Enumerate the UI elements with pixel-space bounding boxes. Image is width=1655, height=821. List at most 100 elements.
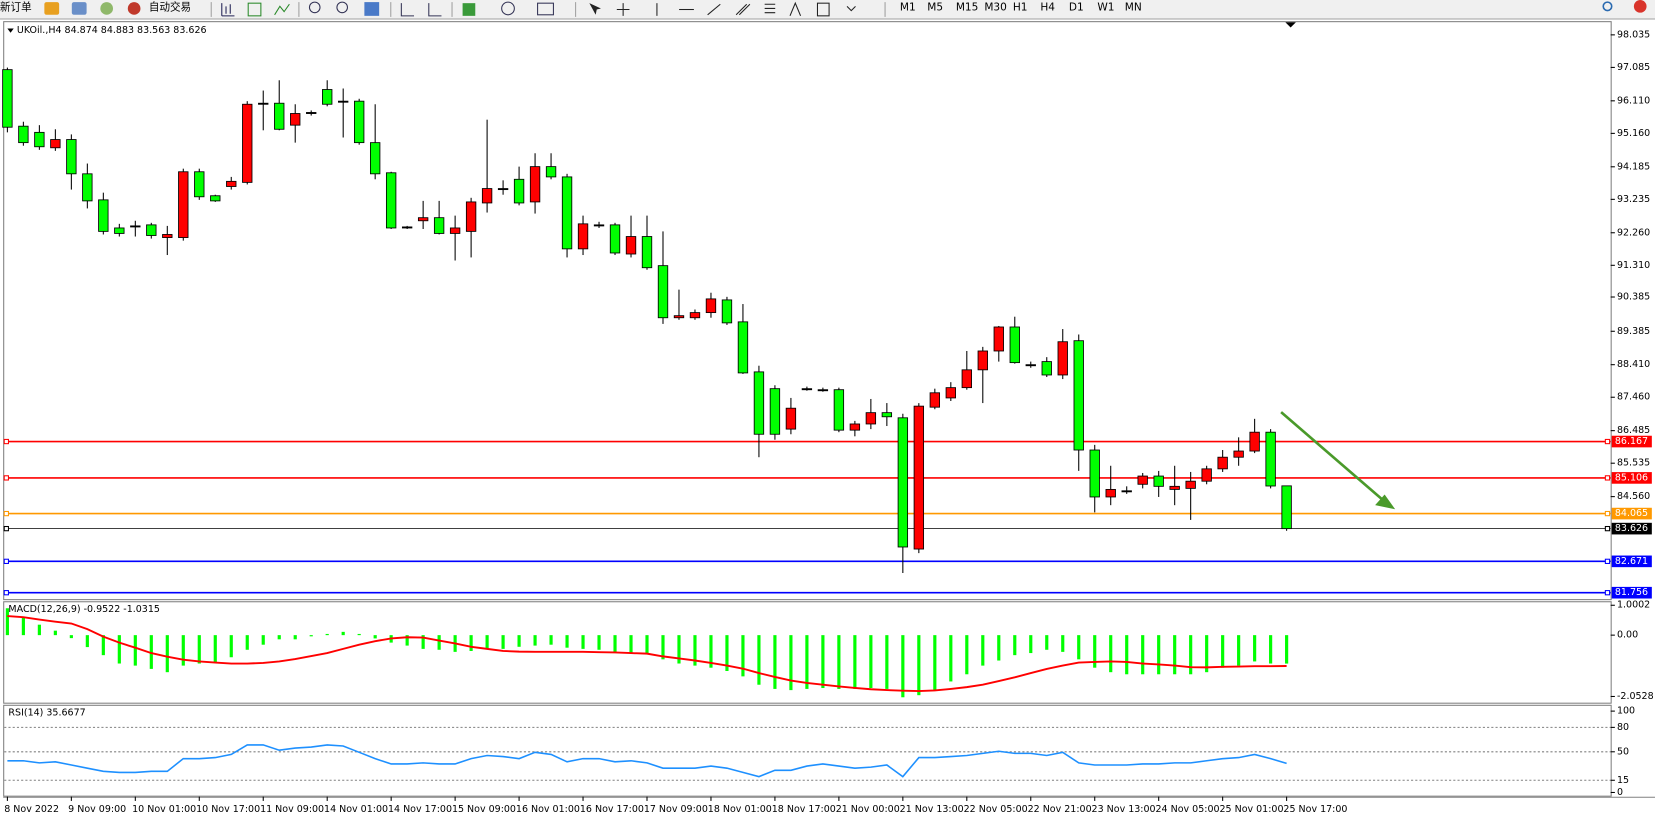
timeframe-button[interactable]: H4 xyxy=(1040,1,1055,13)
candle-body xyxy=(226,180,237,187)
y-tick-label: 15 xyxy=(1617,775,1629,786)
macd-bar xyxy=(1109,635,1113,673)
candle-body xyxy=(513,178,525,204)
text-button[interactable] xyxy=(789,1,802,17)
channel-button[interactable] xyxy=(735,3,751,16)
y-tick-label: 86.485 xyxy=(1617,425,1650,436)
alert-badge[interactable] xyxy=(1633,0,1647,13)
level-handle xyxy=(1604,475,1611,481)
timeframe-button[interactable]: M1 xyxy=(900,1,916,13)
macd-bar xyxy=(37,624,41,636)
candle-body xyxy=(929,392,941,408)
macd-bar xyxy=(533,635,537,646)
candle-body xyxy=(865,412,877,425)
macd-bar xyxy=(309,635,313,637)
candle-body xyxy=(338,100,349,103)
macd-title: MACD(12,26,9) -0.9522 -1.0315 xyxy=(8,604,159,615)
label-button[interactable] xyxy=(816,2,830,17)
cursor-button[interactable] xyxy=(589,3,601,15)
timeframe-button[interactable]: M30 xyxy=(984,1,1007,13)
candle-body xyxy=(274,102,285,130)
candle-body xyxy=(577,223,589,250)
candle-body xyxy=(1137,475,1148,485)
level-label: 84.065 xyxy=(1615,508,1648,519)
macd-bar xyxy=(357,633,361,636)
auto-trading-button[interactable]: 自动交易 xyxy=(149,0,191,13)
timeframe-button[interactable]: MN xyxy=(1125,1,1142,13)
zoom-out-button[interactable] xyxy=(336,1,349,14)
macd-bar xyxy=(1093,635,1097,668)
y-tick-label: 89.385 xyxy=(1617,326,1650,337)
candle-body xyxy=(258,102,269,105)
x-tick-label: 24 Nov 05:00 xyxy=(1156,804,1220,815)
icon-button[interactable] xyxy=(71,2,87,15)
macd-bar xyxy=(469,635,473,651)
timeframe-button[interactable]: M15 xyxy=(956,1,979,13)
line-chart-button[interactable] xyxy=(274,3,290,16)
shift-button[interactable] xyxy=(428,3,442,17)
templates-button[interactable] xyxy=(537,2,554,16)
zoom-in-button[interactable] xyxy=(308,1,321,14)
icon-button[interactable] xyxy=(100,2,114,15)
fibo-button[interactable] xyxy=(764,3,776,14)
indicators-button[interactable] xyxy=(462,3,476,16)
candle-body xyxy=(354,100,365,144)
y-tick-label: 100 xyxy=(1617,706,1635,717)
candle-button[interactable] xyxy=(247,2,262,17)
candle-body xyxy=(1105,488,1116,498)
macd-bar xyxy=(485,635,489,649)
candle-body xyxy=(897,417,909,548)
macd-bar xyxy=(421,635,425,649)
timeframe-button[interactable]: H1 xyxy=(1013,1,1028,13)
tile-button[interactable] xyxy=(364,2,380,16)
level-handle xyxy=(3,558,9,564)
candle-body xyxy=(178,171,189,238)
y-tick-label: 80 xyxy=(1617,722,1629,733)
level-handle xyxy=(3,475,9,481)
new-order-button[interactable]: 新订单 xyxy=(0,0,32,13)
candle-body xyxy=(641,236,653,269)
y-tick-label: 92.260 xyxy=(1617,227,1650,238)
macd-bar xyxy=(917,635,921,696)
macd-bar xyxy=(709,635,713,668)
macd-bar xyxy=(1269,635,1273,664)
arrow-head xyxy=(1375,494,1396,510)
macd-bar xyxy=(101,635,105,656)
candle-body xyxy=(785,407,797,430)
bar-chart-button[interactable] xyxy=(221,3,235,17)
candle-body xyxy=(561,176,573,250)
signal-line xyxy=(7,615,1287,692)
macd-bar xyxy=(277,635,281,640)
search-button[interactable] xyxy=(1602,1,1613,12)
icon-button[interactable] xyxy=(127,2,141,15)
autoscroll-button[interactable] xyxy=(400,3,415,17)
candle-body xyxy=(1281,485,1292,530)
candle-body xyxy=(401,226,413,229)
x-tick-label: 21 Nov 00:00 xyxy=(836,804,900,815)
x-tick-label: 21 Nov 13:00 xyxy=(900,804,964,815)
candle-body xyxy=(849,423,861,431)
candle-body xyxy=(1185,480,1196,489)
candle-body xyxy=(609,224,621,254)
crosshair-button[interactable] xyxy=(616,3,630,16)
macd-bar xyxy=(965,635,969,675)
macd-bar xyxy=(517,635,521,647)
level-label-box xyxy=(1611,472,1652,484)
timeframe-button[interactable]: D1 xyxy=(1069,1,1084,13)
arrows-button[interactable] xyxy=(846,5,856,12)
icon-button[interactable] xyxy=(44,2,60,15)
y-tick-label: 50 xyxy=(1617,746,1629,757)
timeframe-button[interactable]: M5 xyxy=(927,1,943,13)
rsi-line xyxy=(7,744,1287,778)
macd-bar xyxy=(1285,635,1289,664)
x-tick-label: 22 Nov 05:00 xyxy=(964,804,1028,815)
macd-bar xyxy=(69,635,73,639)
trendline-button[interactable] xyxy=(707,3,721,16)
level-handle xyxy=(3,438,9,445)
candle-body xyxy=(369,142,381,175)
timeframe-button[interactable]: W1 xyxy=(1097,1,1114,13)
periods-button[interactable] xyxy=(501,1,515,16)
candle-body xyxy=(1057,341,1068,376)
level-handle xyxy=(1604,510,1611,517)
